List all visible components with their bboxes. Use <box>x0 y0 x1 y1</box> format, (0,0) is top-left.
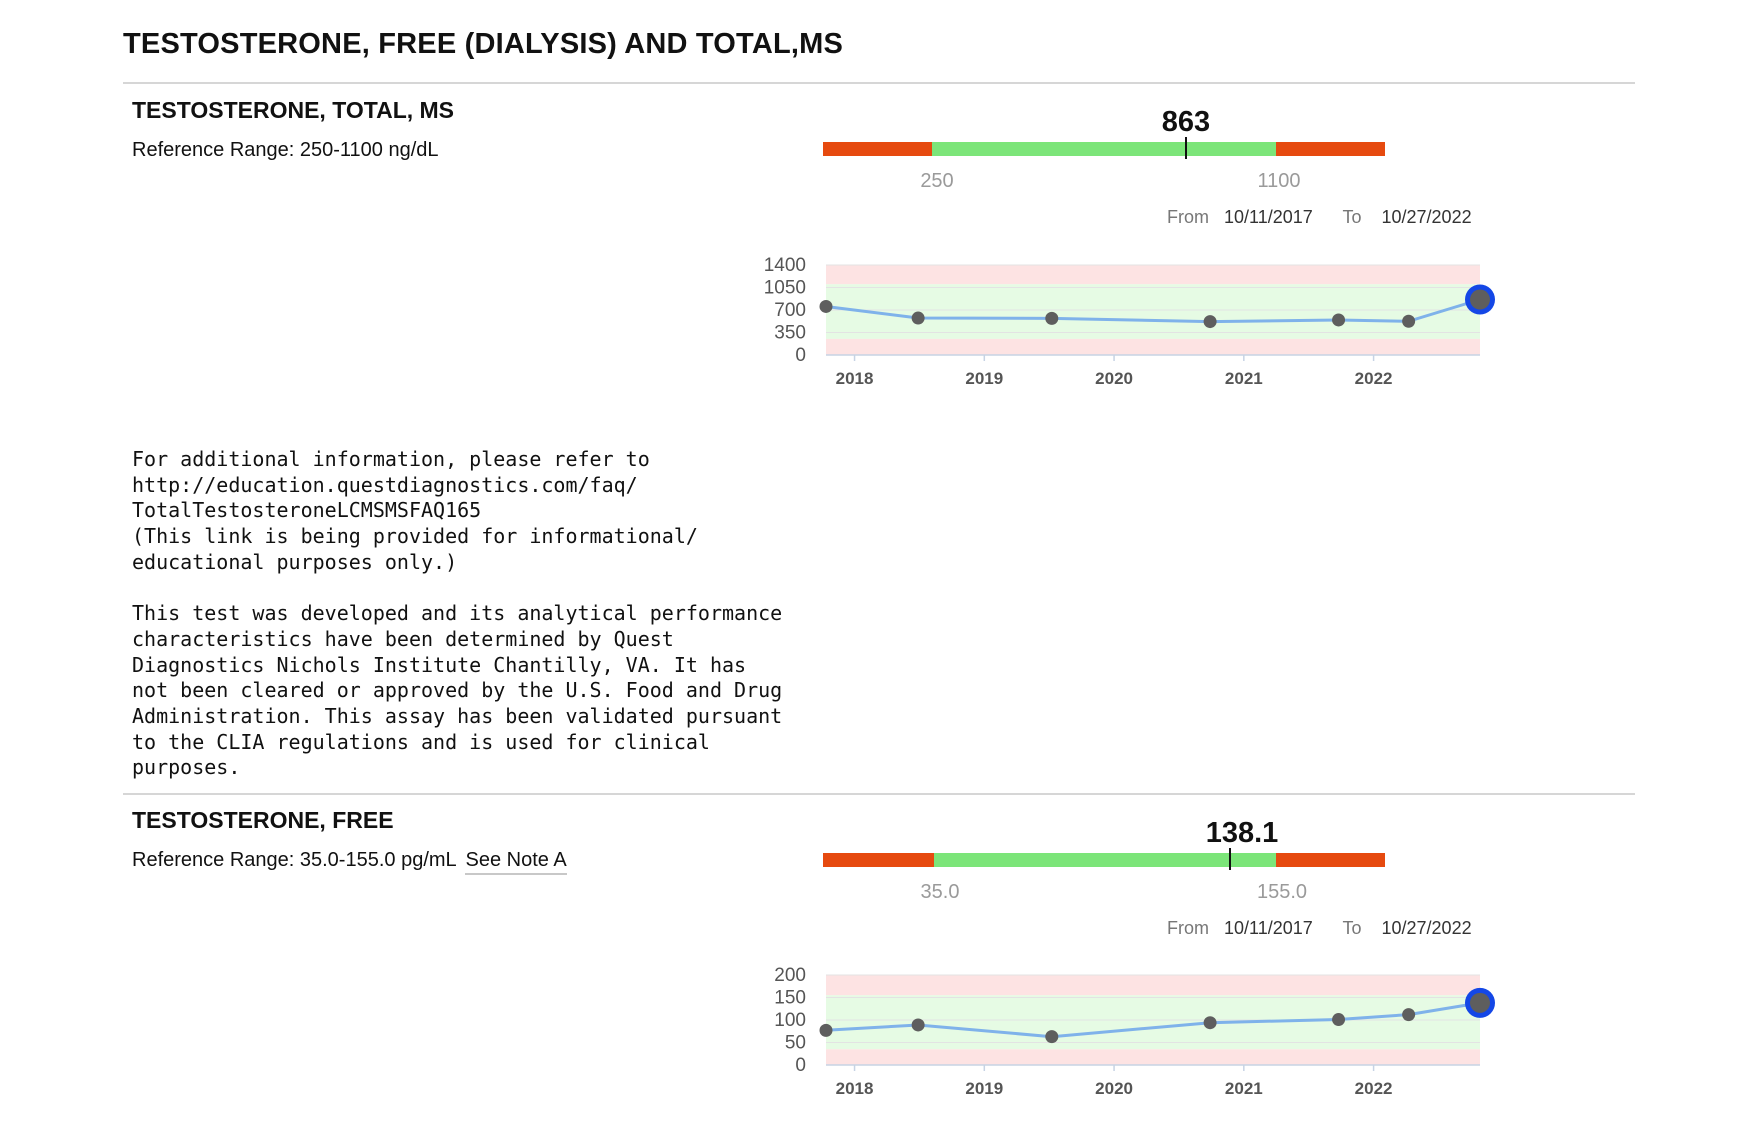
y-tick-label: 0 <box>795 1055 806 1076</box>
x-tick-label: 2020 <box>1095 369 1133 388</box>
range-bar-high-segment <box>1276 142 1385 156</box>
date-range: From 10/11/2017 To 10/27/2022 <box>1167 207 1472 228</box>
x-tick-label: 2018 <box>836 1079 874 1098</box>
x-tick-label: 2019 <box>965 369 1003 388</box>
y-tick-label: 0 <box>795 345 806 366</box>
to-label: To <box>1342 918 1362 938</box>
band-low <box>826 338 1480 355</box>
x-tick-label: 2018 <box>836 369 874 388</box>
section-divider <box>123 793 1635 795</box>
range-low-label: 250 <box>920 170 954 192</box>
see-note-link[interactable]: See Note A <box>465 849 567 875</box>
x-tick-label: 2019 <box>965 1079 1003 1098</box>
x-tick-label: 2021 <box>1225 1079 1263 1098</box>
range-bar <box>823 853 1385 867</box>
y-tick-label: 50 <box>785 1033 806 1054</box>
y-tick-label: 1400 <box>764 255 806 276</box>
to-label: To <box>1342 207 1362 227</box>
section-title: TESTOSTERONE, TOTAL, MS <box>132 97 455 123</box>
range-bar-low-segment <box>823 142 932 156</box>
y-tick-label: 200 <box>774 965 806 986</box>
data-point <box>1045 311 1059 325</box>
result-marker <box>1185 137 1187 159</box>
reference-range-line: Reference Range: 35.0-155.0 pg/mL See No… <box>132 849 567 875</box>
result-marker <box>1229 848 1231 870</box>
data-point <box>1402 1008 1416 1022</box>
to-date: 10/27/2022 <box>1381 207 1472 227</box>
x-tick-label: 2022 <box>1355 369 1393 388</box>
x-tick-label: 2020 <box>1095 1079 1133 1098</box>
band-normal <box>826 995 1480 1050</box>
data-point <box>1332 1013 1346 1027</box>
data-point <box>1203 315 1217 329</box>
range-bar-low-segment <box>823 853 934 867</box>
data-point <box>819 1023 833 1037</box>
range-low-label: 35.0 <box>920 881 960 903</box>
result-value: 863 <box>1161 106 1211 138</box>
range-high-label: 1100 <box>1257 170 1301 192</box>
y-tick-label: 100 <box>774 1010 806 1031</box>
date-range: From 10/11/2017 To 10/27/2022 <box>1167 918 1472 939</box>
range-bar-normal-segment <box>932 142 1276 156</box>
data-point <box>1332 313 1346 327</box>
band-low <box>826 1049 1480 1065</box>
y-tick-label: 1050 <box>764 278 806 299</box>
y-tick-label: 150 <box>774 988 806 1009</box>
data-point <box>1203 1016 1217 1030</box>
range-bar <box>823 142 1385 156</box>
band-normal <box>826 284 1480 339</box>
x-tick-label: 2021 <box>1225 369 1263 388</box>
reference-range: Reference Range: 35.0-155.0 pg/mL <box>132 849 456 871</box>
y-tick-label: 700 <box>774 300 806 321</box>
y-tick-label: 350 <box>774 323 806 344</box>
from-date: 10/11/2017 <box>1224 918 1313 938</box>
latest-point <box>1470 992 1490 1013</box>
data-point <box>1045 1030 1059 1044</box>
data-point <box>819 299 833 313</box>
result-note: For additional information, please refer… <box>132 447 783 780</box>
range-bar-normal-segment <box>934 853 1276 867</box>
x-tick-label: 2022 <box>1355 1079 1393 1098</box>
reference-range: Reference Range: 250-1100 ng/dL <box>132 139 439 161</box>
range-high-label: 155.0 <box>1256 881 1308 903</box>
from-label: From <box>1167 207 1209 227</box>
page-title: TESTOSTERONE, FREE (DIALYSIS) AND TOTAL,… <box>123 28 844 60</box>
section-title: TESTOSTERONE, FREE <box>132 807 394 833</box>
latest-point <box>1470 289 1490 310</box>
result-value: 138.1 <box>1205 817 1279 849</box>
from-label: From <box>1167 918 1209 938</box>
range-bar-high-segment <box>1276 853 1385 867</box>
data-point <box>911 1018 925 1032</box>
data-point <box>911 311 925 325</box>
band-high <box>826 975 1480 996</box>
band-high <box>826 265 1480 285</box>
data-point <box>1402 314 1416 328</box>
title-divider <box>123 82 1635 84</box>
to-date: 10/27/2022 <box>1381 918 1472 938</box>
from-date: 10/11/2017 <box>1224 207 1313 227</box>
